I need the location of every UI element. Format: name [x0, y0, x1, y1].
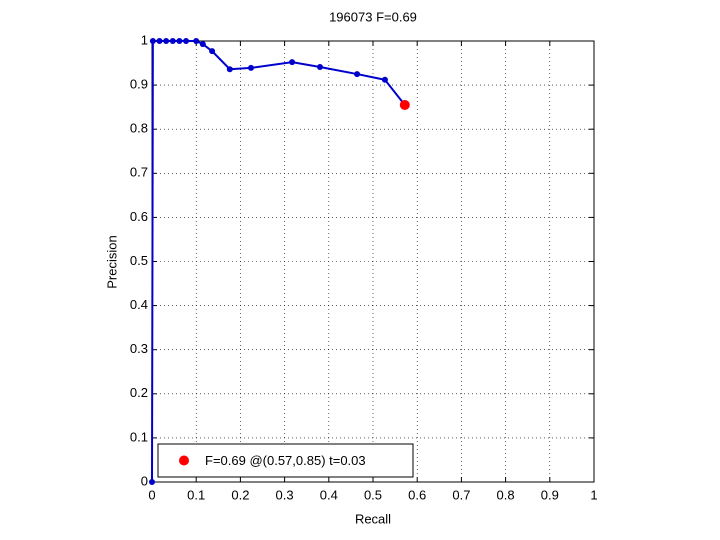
y-tick-label: 0.8 — [130, 121, 148, 136]
x-tick-label: 0.7 — [452, 487, 470, 502]
x-tick-label: 0 — [148, 487, 155, 502]
chart-title: 196073 F=0.69 — [329, 9, 417, 24]
data-point — [354, 71, 361, 78]
data-point — [156, 38, 163, 44]
data-point — [149, 38, 156, 44]
y-tick-label: 0.4 — [130, 297, 148, 312]
data-point — [381, 76, 388, 83]
x-axis-label: Recall — [355, 511, 391, 526]
x-tick-label: 0.9 — [541, 487, 559, 502]
data-point — [163, 38, 170, 44]
data-point — [209, 48, 216, 55]
data-point — [169, 38, 176, 44]
x-tick-label: 0.8 — [497, 487, 515, 502]
data-point — [176, 38, 183, 44]
y-tick-label: 0.9 — [130, 77, 148, 92]
y-axis-label: Precision — [104, 235, 119, 288]
x-tick-label: 0.2 — [231, 487, 249, 502]
data-point — [193, 38, 200, 44]
data-point — [399, 99, 410, 110]
y-tick-label: 0.6 — [130, 209, 148, 224]
legend-label: F=0.69 @(0.57,0.85) t=0.03 — [205, 453, 366, 468]
x-tick-label: 0.4 — [320, 487, 338, 502]
data-point — [248, 64, 255, 71]
y-tick-label: 0.3 — [130, 341, 148, 356]
y-tick-label: 0.7 — [130, 165, 148, 180]
legend-marker — [179, 455, 189, 466]
data-point — [289, 59, 296, 66]
legend-box — [157, 443, 414, 478]
x-tick-label: 0.5 — [364, 487, 382, 502]
x-tick-label: 0.6 — [408, 487, 426, 502]
legend: F=0.69 @(0.57,0.85) t=0.03 — [157, 443, 414, 478]
y-tick-label: 0 — [141, 473, 148, 488]
x-tick-label: 1 — [590, 487, 597, 502]
y-tick-label: 0.2 — [130, 385, 148, 400]
data-point — [199, 41, 206, 48]
data-point — [183, 38, 190, 44]
data-point — [149, 479, 155, 485]
data-point — [316, 64, 323, 71]
y-tick-label: 0.1 — [130, 429, 148, 444]
y-tick-label: 1 — [141, 32, 148, 47]
x-tick-label: 0.3 — [276, 487, 294, 502]
y-tick-label: 0.5 — [130, 253, 148, 268]
data-point — [226, 66, 233, 73]
x-tick-label: 0.1 — [187, 487, 205, 502]
